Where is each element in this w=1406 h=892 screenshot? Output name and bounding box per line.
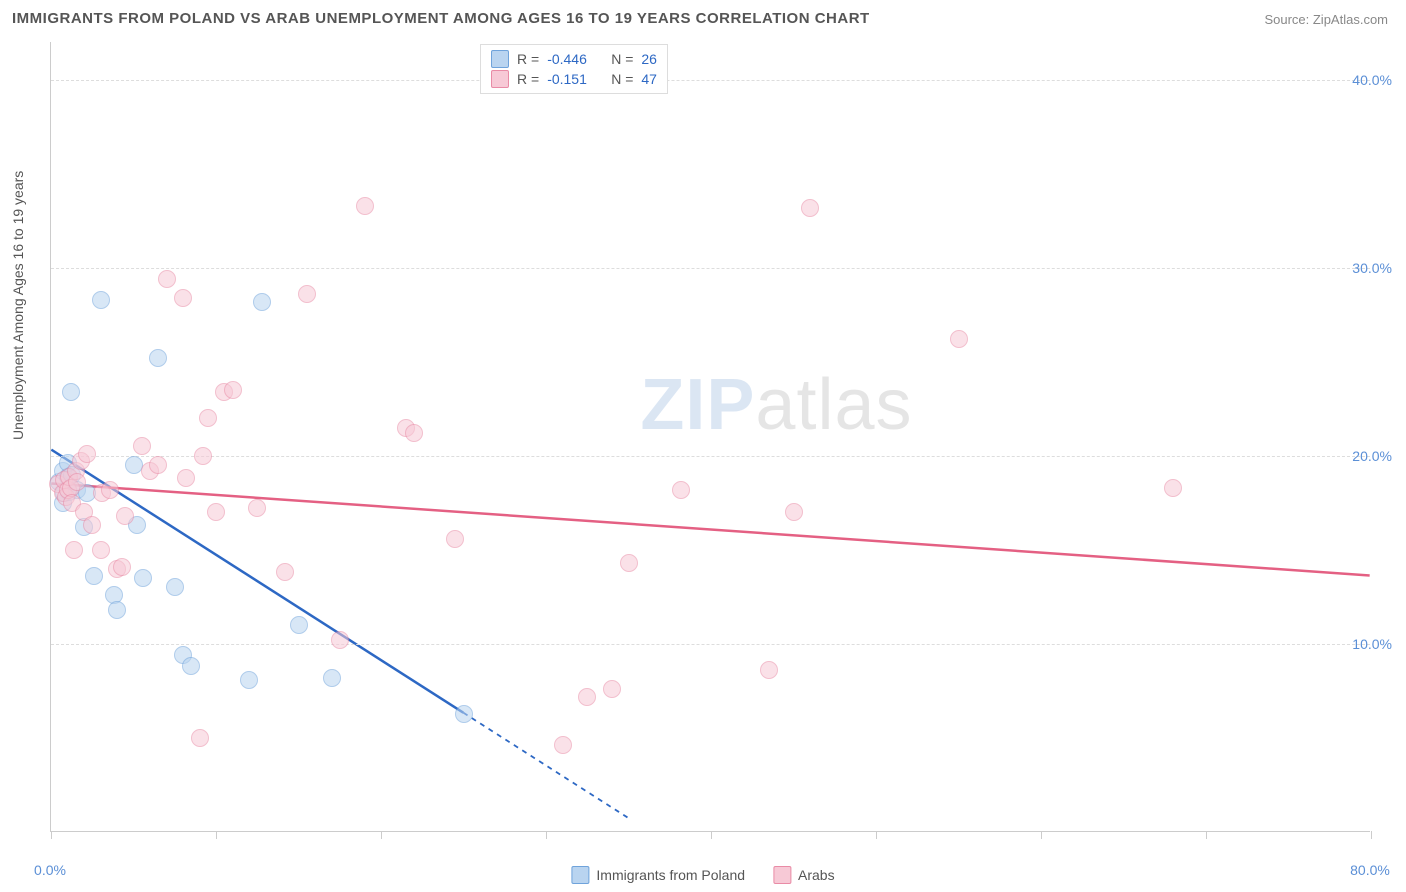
watermark-post: atlas — [755, 365, 912, 445]
scatter-point-arabs — [760, 661, 778, 679]
x-tick — [1041, 831, 1042, 839]
x-tick — [381, 831, 382, 839]
scatter-point-poland — [108, 601, 126, 619]
scatter-point-arabs — [92, 541, 110, 559]
scatter-point-arabs — [331, 631, 349, 649]
series-legend-item-poland: Immigrants from Poland — [571, 866, 745, 884]
legend-swatch-poland — [571, 866, 589, 884]
legend-n-value: 47 — [641, 71, 657, 87]
x-tick-label: 80.0% — [1350, 862, 1390, 878]
scatter-point-arabs — [113, 558, 131, 576]
gridline-horizontal — [51, 644, 1370, 645]
scatter-point-arabs — [672, 481, 690, 499]
scatter-point-arabs — [950, 330, 968, 348]
scatter-point-arabs — [620, 554, 638, 572]
chart-title: IMMIGRANTS FROM POLAND VS ARAB UNEMPLOYM… — [12, 10, 870, 27]
scatter-point-arabs — [554, 736, 572, 754]
scatter-point-poland — [290, 616, 308, 634]
scatter-point-arabs — [578, 688, 596, 706]
y-axis-label: Unemployment Among Ages 16 to 19 years — [10, 171, 26, 440]
scatter-point-arabs — [446, 530, 464, 548]
scatter-point-arabs — [194, 447, 212, 465]
scatter-point-poland — [455, 705, 473, 723]
scatter-point-poland — [166, 578, 184, 596]
x-tick — [216, 831, 217, 839]
legend-n-value: 26 — [641, 51, 657, 67]
correlation-legend: R = -0.446 N = 26 R = -0.151 N = 47 — [480, 44, 668, 94]
scatter-point-arabs — [158, 270, 176, 288]
scatter-point-arabs — [603, 680, 621, 698]
scatter-point-arabs — [405, 424, 423, 442]
legend-row-poland: R = -0.446 N = 26 — [491, 49, 657, 69]
x-tick — [711, 831, 712, 839]
y-tick-label: 20.0% — [1352, 448, 1392, 464]
scatter-point-arabs — [177, 469, 195, 487]
scatter-point-arabs — [199, 409, 217, 427]
legend-swatch-poland — [491, 50, 509, 68]
x-tick — [546, 831, 547, 839]
legend-row-arabs: R = -0.151 N = 47 — [491, 69, 657, 89]
x-tick — [1371, 831, 1372, 839]
series-legend-item-arabs: Arabs — [773, 866, 835, 884]
scatter-point-poland — [253, 293, 271, 311]
scatter-point-arabs — [133, 437, 151, 455]
scatter-point-arabs — [785, 503, 803, 521]
scatter-point-arabs — [191, 729, 209, 747]
legend-r-value: -0.151 — [547, 71, 603, 87]
scatter-point-arabs — [224, 381, 242, 399]
legend-n-label: N = — [611, 71, 633, 87]
regression-line-extension-poland — [463, 713, 628, 818]
x-tick — [1206, 831, 1207, 839]
scatter-point-arabs — [116, 507, 134, 525]
watermark: ZIPatlas — [640, 364, 912, 446]
scatter-point-arabs — [356, 197, 374, 215]
x-tick — [876, 831, 877, 839]
scatter-point-poland — [323, 669, 341, 687]
gridline-horizontal — [51, 80, 1370, 81]
x-tick-label: 0.0% — [34, 862, 66, 878]
scatter-point-poland — [85, 567, 103, 585]
scatter-point-poland — [182, 657, 200, 675]
scatter-point-poland — [62, 383, 80, 401]
regression-lines-layer — [51, 42, 1370, 831]
scatter-point-poland — [92, 291, 110, 309]
scatter-point-arabs — [68, 473, 86, 491]
legend-n-label: N = — [611, 51, 633, 67]
legend-r-label: R = — [517, 51, 539, 67]
scatter-point-arabs — [174, 289, 192, 307]
watermark-pre: ZIP — [640, 365, 755, 445]
y-tick-label: 30.0% — [1352, 260, 1392, 276]
scatter-point-arabs — [83, 516, 101, 534]
gridline-horizontal — [51, 456, 1370, 457]
series-label: Arabs — [798, 867, 835, 883]
scatter-point-arabs — [248, 499, 266, 517]
legend-r-value: -0.446 — [547, 51, 603, 67]
scatter-point-arabs — [298, 285, 316, 303]
scatter-point-poland — [149, 349, 167, 367]
legend-swatch-arabs — [491, 70, 509, 88]
scatter-point-arabs — [65, 541, 83, 559]
legend-r-label: R = — [517, 71, 539, 87]
series-legend: Immigrants from Poland Arabs — [571, 866, 834, 884]
scatter-point-arabs — [207, 503, 225, 521]
scatter-point-arabs — [1164, 479, 1182, 497]
scatter-point-poland — [134, 569, 152, 587]
scatter-point-arabs — [276, 563, 294, 581]
regression-line-arabs — [51, 483, 1369, 575]
scatter-point-arabs — [101, 481, 119, 499]
scatter-point-arabs — [78, 445, 96, 463]
legend-swatch-arabs — [773, 866, 791, 884]
y-tick-label: 40.0% — [1352, 72, 1392, 88]
scatter-plot-area: ZIPatlas — [50, 42, 1370, 832]
scatter-point-arabs — [801, 199, 819, 217]
series-label: Immigrants from Poland — [596, 867, 745, 883]
x-tick — [51, 831, 52, 839]
scatter-point-poland — [125, 456, 143, 474]
y-tick-label: 10.0% — [1352, 636, 1392, 652]
scatter-point-arabs — [149, 456, 167, 474]
source-attribution: Source: ZipAtlas.com — [1264, 12, 1388, 27]
scatter-point-poland — [240, 671, 258, 689]
gridline-horizontal — [51, 268, 1370, 269]
